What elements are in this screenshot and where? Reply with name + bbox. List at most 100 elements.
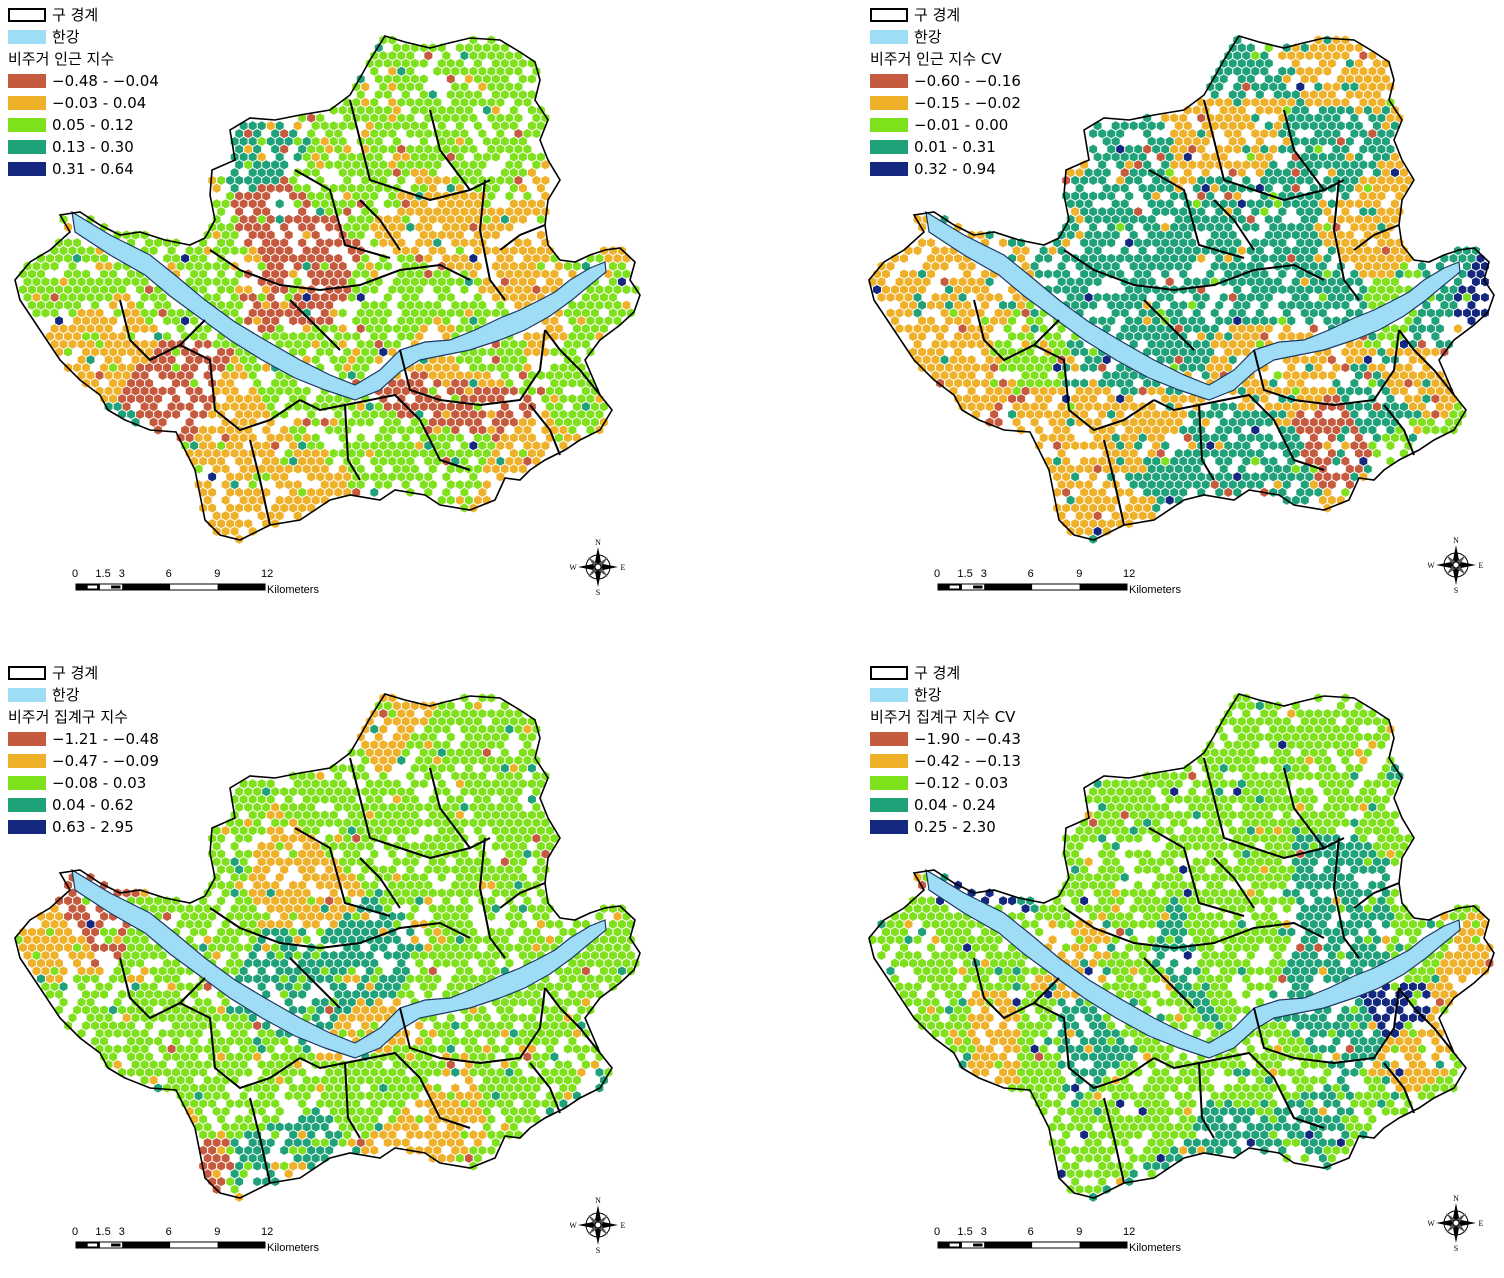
hex-cell bbox=[1246, 292, 1256, 303]
hex-cell bbox=[1345, 136, 1355, 147]
hex-cell bbox=[495, 471, 505, 483]
hex-cell bbox=[1075, 401, 1085, 412]
hex-cell bbox=[50, 276, 60, 288]
hex-cell bbox=[536, 214, 546, 225]
hex-cell bbox=[1349, 112, 1359, 124]
hex-cell bbox=[518, 463, 528, 475]
hex-cell bbox=[1385, 284, 1395, 295]
hex-cell bbox=[405, 128, 415, 139]
hex-cell bbox=[522, 331, 532, 342]
hex-cell bbox=[1057, 245, 1067, 256]
hex-cell bbox=[243, 518, 253, 529]
hex-cell bbox=[194, 463, 204, 475]
hex-cell bbox=[1435, 385, 1445, 397]
hex-cell bbox=[239, 494, 249, 506]
hex-cell bbox=[293, 448, 303, 459]
hex-cell bbox=[225, 346, 235, 358]
hex-cell bbox=[1331, 112, 1341, 124]
hex-cell bbox=[1363, 463, 1373, 475]
hex-cell bbox=[468, 112, 478, 124]
hex-cell bbox=[1309, 229, 1319, 241]
hex-cell bbox=[581, 307, 591, 319]
hex-cell bbox=[1169, 393, 1179, 405]
hex-cell bbox=[108, 346, 118, 358]
hex-cell bbox=[1309, 89, 1319, 100]
hex-cell bbox=[908, 284, 918, 295]
hex-cell bbox=[374, 778, 384, 790]
hex-cell bbox=[446, 136, 456, 147]
hex-cell bbox=[1061, 237, 1071, 249]
hex-cell bbox=[1318, 385, 1328, 397]
hex-cell bbox=[1381, 182, 1391, 194]
hex-cell bbox=[1250, 409, 1260, 420]
district-boundary bbox=[1103, 439, 1125, 526]
hex-cell bbox=[1259, 253, 1269, 264]
hex-cell bbox=[482, 809, 492, 821]
hex-cell bbox=[482, 73, 492, 85]
hex-cell bbox=[1412, 331, 1422, 342]
hex-cell bbox=[450, 377, 460, 389]
hex-cell bbox=[1345, 385, 1355, 397]
hex-cell bbox=[1246, 448, 1256, 459]
hex-cell bbox=[1277, 50, 1287, 61]
hex-cell bbox=[594, 253, 604, 264]
hex-cell bbox=[212, 856, 222, 868]
hex-cell bbox=[522, 284, 532, 295]
hex-cell bbox=[558, 393, 568, 405]
hex-cell bbox=[320, 416, 330, 428]
hex-cell bbox=[500, 370, 510, 381]
hex-cell bbox=[504, 708, 514, 719]
hex-cell bbox=[270, 299, 280, 311]
hex-cell bbox=[383, 214, 393, 225]
hex-cell bbox=[1070, 362, 1080, 373]
hex-cell bbox=[212, 260, 222, 272]
hex-cell bbox=[414, 299, 424, 311]
hex-cell bbox=[1228, 479, 1238, 490]
hex-cell bbox=[63, 331, 73, 342]
compass-s: S bbox=[1454, 586, 1458, 594]
hex-cell bbox=[297, 331, 307, 342]
hex-cell bbox=[549, 409, 559, 420]
hex-cell bbox=[194, 448, 204, 459]
hex-cell bbox=[1219, 229, 1229, 241]
hex-cell bbox=[962, 315, 972, 327]
hex-cell bbox=[1340, 346, 1350, 358]
hex-cell bbox=[428, 182, 438, 194]
hex-cell bbox=[356, 89, 366, 100]
hex-cell bbox=[306, 190, 316, 202]
hex-cell bbox=[1066, 354, 1076, 366]
hex-cell bbox=[216, 362, 226, 373]
hex-cell bbox=[423, 97, 433, 108]
hex-cell bbox=[275, 510, 285, 522]
hex-cell bbox=[392, 276, 402, 288]
hex-cell bbox=[446, 354, 456, 366]
hex-cell bbox=[347, 167, 357, 178]
hex-cell bbox=[203, 918, 213, 930]
hex-cell bbox=[293, 432, 303, 444]
hex-cell bbox=[985, 385, 995, 397]
hex-cell bbox=[72, 284, 82, 295]
hex-cell bbox=[976, 401, 986, 412]
hex-cell bbox=[356, 229, 366, 241]
hex-cell bbox=[221, 448, 231, 459]
hex-cell bbox=[1340, 362, 1350, 373]
hex-cell bbox=[248, 229, 258, 241]
hex-cell bbox=[1061, 284, 1071, 295]
hex-cell bbox=[369, 409, 379, 420]
hex-cell bbox=[1246, 42, 1256, 54]
hex-cell bbox=[940, 307, 950, 319]
hex-cell bbox=[1286, 299, 1296, 311]
hex-cell bbox=[378, 299, 388, 311]
hex-cell bbox=[1385, 393, 1395, 405]
hex-cell bbox=[1331, 424, 1341, 436]
hex-cell bbox=[90, 331, 100, 342]
hex-cell bbox=[554, 370, 564, 381]
hex-cell bbox=[113, 260, 123, 272]
hex-cell bbox=[1178, 237, 1188, 249]
hex-cell bbox=[1088, 471, 1098, 483]
hex-cell bbox=[72, 315, 82, 327]
hex-cell bbox=[437, 872, 447, 883]
hex-cell bbox=[940, 323, 950, 334]
hex-cell bbox=[54, 284, 64, 295]
hex-cell bbox=[1354, 370, 1364, 381]
